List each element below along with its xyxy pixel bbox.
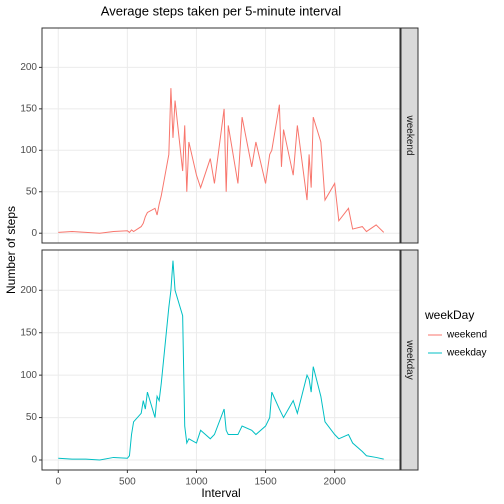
- x-axis-label: Interval: [201, 486, 240, 500]
- y-tick-label: 0: [31, 455, 37, 466]
- y-tick-label: 200: [20, 285, 37, 296]
- legend-title: weekDay: [424, 308, 474, 322]
- y-tick-label: 100: [20, 370, 37, 381]
- panel: [42, 250, 400, 470]
- panel-border: [41, 27, 401, 244]
- y-tick-label: 50: [26, 186, 38, 197]
- strip-label: weekend: [404, 114, 415, 155]
- legend-label: weekday: [446, 348, 486, 359]
- strip-label: weekday: [404, 339, 415, 379]
- legend-label: weekend: [446, 330, 487, 341]
- strip: [400, 27, 419, 244]
- y-tick-label: 150: [20, 327, 37, 338]
- x-tick-label: 1000: [185, 477, 208, 488]
- y-axis-label: Number of steps: [4, 206, 18, 294]
- data-line: [58, 260, 384, 461]
- x-tick-label: 1500: [254, 477, 277, 488]
- y-tick-label: 100: [20, 145, 37, 156]
- x-tick-label: 500: [119, 477, 136, 488]
- chart-title: Average steps taken per 5-minute interva…: [101, 3, 342, 18]
- y-tick-label: 50: [26, 412, 38, 423]
- y-tick-label: 0: [31, 228, 37, 239]
- strip: [400, 249, 419, 471]
- y-tick-label: 150: [20, 103, 37, 114]
- x-tick-label: 2000: [324, 477, 347, 488]
- data-line: [58, 88, 385, 234]
- x-tick-label: 0: [55, 477, 61, 488]
- panel-border: [41, 249, 401, 471]
- y-tick-label: 200: [20, 62, 37, 73]
